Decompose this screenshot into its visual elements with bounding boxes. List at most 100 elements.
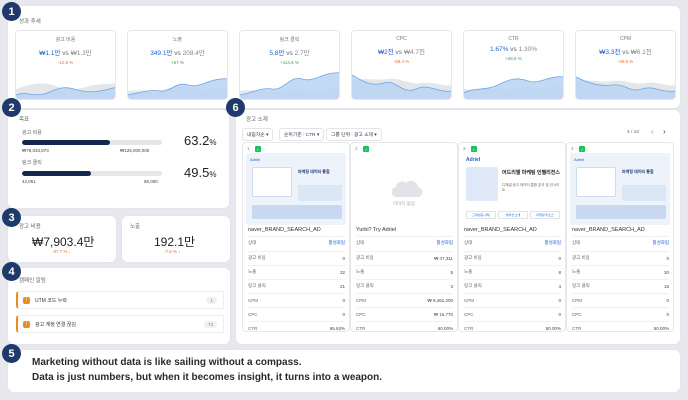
next-page-button[interactable]: ›	[663, 127, 666, 136]
kpi-current: 1.67%	[490, 46, 509, 53]
kpi-card[interactable]: 링크 클릭 5.8만 vs 2.7만 +114.6 %	[239, 30, 340, 100]
kpi-label: 광고 비용	[55, 37, 76, 43]
section-marker-4: 4	[2, 262, 21, 281]
ad-creative-column[interactable]: 3 ✓ Adriel 어드리엘 마케팅 인텔리전스 디채널 광고 데이터 통합 분석 및…	[458, 142, 566, 332]
kpi-sparkline	[240, 72, 339, 99]
thumb-headline: 어드리엘 마케팅 인텔리전스	[502, 170, 560, 176]
sparkline-current-line	[240, 72, 339, 96]
thumb-sub: 디채널 광고 데이터 통합 분석 및 인사이트	[502, 183, 560, 192]
ad-row-label: 링크 클릭	[248, 283, 266, 288]
kpi-current: ₩2천	[377, 49, 394, 56]
performance-title: 성과 추세	[19, 19, 41, 25]
ad-row-value: 60.00%	[437, 325, 453, 331]
kpi-card[interactable]: 광고 비용 ₩1.1만 vs ₩1.3만 -12.5 %	[15, 30, 116, 100]
ad-thumbnail-placeholder: 이미지 없음	[354, 153, 454, 225]
kpi-card[interactable]: CPM ₩3.3천 vs ₩6.1천 -46.5 %	[575, 30, 676, 100]
goal-percent-spend: 63.2%	[184, 133, 216, 148]
ad-row-label: CPC	[356, 311, 366, 317]
kpi-previous: ₩6.1천	[630, 49, 652, 56]
ad-row-value: 0	[342, 297, 345, 303]
ad-status-value: 활성화됨	[652, 240, 669, 245]
sparkline-current-area	[576, 77, 675, 99]
rank-metric-dropdown[interactable]: 순위기준 : CTR ▾	[279, 128, 325, 141]
goals-card	[8, 110, 229, 208]
ad-row-label: 상태	[356, 240, 365, 245]
active-tag-icon: ✓	[471, 146, 477, 152]
ad-row-value: 0	[666, 297, 669, 303]
kpi-value: 349.1만 vs 208.4만	[128, 47, 227, 57]
ad-row-label: 광고 비용	[464, 255, 482, 260]
ad-name: naver_BRAND_SEARCH_AD	[248, 227, 321, 233]
goal-label-spend: 광고 비용	[22, 130, 42, 136]
kpi-card[interactable]: CPC ₩2천 vs ₩4.7천 -58.4 %	[351, 30, 452, 100]
goal-target-clicks: 85,000	[144, 179, 158, 184]
thumb-button: 마케팅 리소스	[530, 211, 560, 219]
ad-row-value: 0	[342, 311, 345, 317]
quote-line-2: Data is just numbers, but when it become…	[32, 372, 383, 383]
sparkline-current-area	[240, 72, 339, 99]
ad-status-row: 상태 활성화됨	[464, 236, 561, 249]
impressions-summary-label: 노출	[130, 224, 141, 230]
alert-text-utm: UTM 코드 누락	[35, 297, 68, 304]
goal-target-spend: ₩125,000,000	[120, 148, 150, 153]
ad-row-label: 링크 클릭	[464, 283, 482, 288]
sparkline-current-line	[576, 76, 675, 92]
ads-title: 광고 소재	[246, 117, 268, 123]
ad-metric-row: 광고 비용 ₩ 47,311	[356, 251, 453, 264]
sort-order-dropdown[interactable]: 내림차순 ▾	[242, 128, 274, 141]
ad-status-value: 활성화됨	[544, 240, 561, 245]
goal-progress-spend-fill	[22, 140, 111, 145]
pagination-indicator: 4 / 10	[627, 130, 640, 135]
kpi-label: CTR	[508, 36, 519, 42]
thumb-dots	[622, 185, 666, 201]
kpi-card[interactable]: 노출 349.1만 vs 208.4만 +67 %	[127, 30, 228, 100]
ad-metric-row: CPM 0	[464, 293, 561, 306]
ad-row-value: 15	[663, 283, 669, 289]
alert-item-disconnected[interactable]: ! 광고 계정 연결 끊김 73	[16, 315, 224, 333]
kpi-sparkline	[352, 74, 451, 99]
kpi-card[interactable]: CTR 1.67% vs 1.30% +28.5 %	[463, 30, 564, 100]
ad-row-value: 0	[558, 297, 561, 303]
kpi-label: 링크 클릭	[279, 37, 300, 43]
ad-metric-row: 링크 클릭 21	[248, 279, 345, 292]
ad-creative-column[interactable]: 2 ✓ 이미지 없음 Yurbi? Try Adriel 상태 활성화됨 광고 비용 ₩ 47…	[350, 142, 458, 332]
section-marker-3: 3	[2, 208, 21, 227]
kpi-value: ₩1.1만 vs ₩1.3만	[16, 47, 115, 57]
ad-row-value: 50.00%	[653, 325, 669, 331]
ad-creative-column[interactable]: 4 ✓ Adriel 마케팅 데이터 통합 naver_BRAND_SEARCH_AD 상…	[566, 142, 674, 332]
kpi-label: CPC	[396, 36, 407, 42]
alert-item-utm[interactable]: ! UTM 코드 누락 1	[16, 291, 224, 309]
ad-row-label: 광고 비용	[356, 255, 374, 260]
ad-row-label: CPM	[248, 297, 258, 303]
ad-thumbnail: Adriel 마케팅 데이터 통합	[570, 153, 670, 225]
ad-name: naver_BRAND_SEARCH_AD	[464, 227, 537, 233]
kpi-change: +28.5 %	[505, 56, 522, 61]
ad-name: Yurbi? Try Adriel	[356, 227, 397, 233]
ad-metric-row: CTR 60.00%	[356, 321, 453, 331]
thumb-window	[576, 167, 616, 197]
kpi-current: 5.8만	[269, 50, 285, 57]
kpi-vs: vs	[286, 50, 293, 57]
ad-row-value: 3	[450, 283, 453, 289]
ad-metric-row: 노출 30	[572, 265, 669, 278]
ad-row-value: 4	[558, 283, 561, 289]
section-marker-5: 5	[2, 344, 21, 363]
goal-percent-spend-unit: %	[209, 138, 217, 147]
alert-text-disconnected: 광고 계정 연결 끊김	[35, 321, 76, 328]
ad-row-label: CPC	[572, 311, 582, 317]
sparkline-current-area	[128, 78, 227, 99]
ad-row-label: CPC	[248, 311, 258, 317]
ad-row-value: 32	[339, 269, 345, 275]
ad-row-value: 21	[339, 283, 345, 289]
kpi-previous: 1.30%	[518, 46, 537, 53]
ad-creative-column[interactable]: 1 ✓ Adriel 마케팅 데이터 통합 naver_BRAND_SEARCH_AD 상…	[242, 142, 350, 332]
prev-page-button[interactable]: ‹	[651, 127, 654, 136]
ad-status-row: 상태 활성화됨	[572, 236, 669, 249]
ad-metric-row: CPC 0	[572, 307, 669, 320]
kpi-change: +67 %	[171, 60, 184, 65]
group-unit-dropdown[interactable]: 그룹 단위 : 광고 소재 ▾	[326, 128, 382, 141]
impressions-summary-value: 192.1만	[154, 235, 196, 249]
active-tag-icon: ✓	[363, 146, 369, 152]
section-marker-6: 6	[226, 98, 245, 117]
kpi-value: 1.67% vs 1.30%	[464, 46, 563, 53]
